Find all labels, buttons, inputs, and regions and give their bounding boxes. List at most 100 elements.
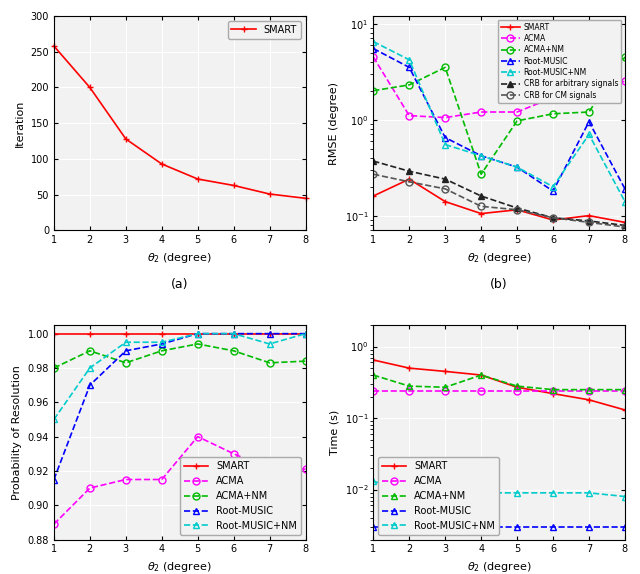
Root-MUSIC bbox=[122, 347, 130, 354]
SMART bbox=[405, 364, 413, 371]
ACMA+NM bbox=[477, 371, 485, 378]
SMART bbox=[50, 42, 58, 49]
X-axis label: $\theta_2$ (degree): $\theta_2$ (degree) bbox=[147, 251, 212, 265]
CRB for arbitrary signals bbox=[369, 158, 377, 165]
Line: ACMA: ACMA bbox=[370, 387, 628, 394]
Root-MUSIC+NM bbox=[86, 364, 93, 371]
Root-MUSIC bbox=[585, 118, 593, 125]
Line: ACMA: ACMA bbox=[370, 53, 628, 121]
SMART bbox=[230, 330, 237, 337]
Line: SMART: SMART bbox=[51, 330, 309, 337]
X-axis label: $\theta_2$ (degree): $\theta_2$ (degree) bbox=[467, 560, 531, 574]
ACMA bbox=[621, 387, 628, 394]
CRB for CM signals bbox=[477, 203, 485, 210]
ACMA+NM bbox=[585, 108, 593, 115]
Line: Root-MUSIC: Root-MUSIC bbox=[370, 523, 628, 530]
Root-MUSIC+NM bbox=[369, 478, 377, 485]
Root-MUSIC+NM bbox=[158, 339, 166, 346]
ACMA bbox=[585, 387, 593, 394]
ACMA bbox=[621, 78, 628, 85]
Root-MUSIC+NM bbox=[585, 490, 593, 497]
Line: SMART: SMART bbox=[51, 42, 309, 202]
SMART bbox=[405, 176, 413, 183]
SMART bbox=[621, 219, 628, 226]
Line: SMART: SMART bbox=[370, 356, 628, 413]
SMART bbox=[86, 330, 93, 337]
SMART bbox=[585, 397, 593, 404]
ACMA bbox=[513, 387, 521, 394]
ACMA bbox=[158, 476, 166, 483]
Root-MUSIC bbox=[442, 134, 449, 141]
Root-MUSIC bbox=[266, 330, 273, 337]
ACMA bbox=[86, 484, 93, 491]
Root-MUSIC bbox=[301, 330, 309, 337]
Root-MUSIC+NM bbox=[621, 198, 628, 205]
SMART bbox=[369, 356, 377, 363]
CRB for arbitrary signals bbox=[405, 168, 413, 174]
ACMA bbox=[122, 476, 130, 483]
Root-MUSIC bbox=[549, 523, 557, 530]
Root-MUSIC bbox=[549, 188, 557, 195]
ACMA bbox=[301, 466, 309, 472]
Y-axis label: Iteration: Iteration bbox=[15, 99, 25, 147]
SMART bbox=[301, 330, 309, 337]
SMART bbox=[122, 330, 130, 337]
Root-MUSIC bbox=[621, 523, 628, 530]
ACMA+NM bbox=[369, 371, 377, 378]
Y-axis label: RMSE (degree): RMSE (degree) bbox=[329, 82, 339, 165]
ACMA+NM bbox=[621, 53, 628, 60]
ACMA+NM bbox=[86, 347, 93, 354]
Root-MUSIC bbox=[621, 185, 628, 192]
SMART bbox=[549, 390, 557, 397]
SMART bbox=[477, 210, 485, 217]
CRB for arbitrary signals bbox=[585, 218, 593, 224]
ACMA bbox=[50, 521, 58, 528]
Root-MUSIC bbox=[50, 476, 58, 483]
CRB for arbitrary signals bbox=[513, 204, 521, 211]
Legend: SMART, ACMA, ACMA+NM, Root-MUSIC, Root-MUSIC+NM: SMART, ACMA, ACMA+NM, Root-MUSIC, Root-M… bbox=[180, 457, 301, 535]
ACMA+NM bbox=[50, 364, 58, 371]
Root-MUSIC bbox=[442, 523, 449, 530]
ACMA+NM bbox=[405, 383, 413, 390]
Root-MUSIC bbox=[585, 523, 593, 530]
ACMA+NM bbox=[442, 384, 449, 391]
ACMA bbox=[230, 451, 237, 457]
Root-MUSIC+NM bbox=[442, 141, 449, 148]
ACMA+NM bbox=[122, 359, 130, 366]
SMART bbox=[442, 368, 449, 375]
Y-axis label: Probability of Resolution: Probability of Resolution bbox=[12, 365, 22, 500]
ACMA bbox=[405, 112, 413, 119]
Legend: SMART, ACMA, ACMA+NM, Root-MUSIC, Root-MUSIC+NM: SMART, ACMA, ACMA+NM, Root-MUSIC, Root-M… bbox=[378, 457, 499, 535]
Root-MUSIC+NM bbox=[549, 183, 557, 190]
SMART bbox=[158, 161, 166, 168]
ACMA+NM bbox=[369, 87, 377, 94]
ACMA bbox=[266, 466, 273, 472]
Line: ACMA: ACMA bbox=[51, 433, 309, 528]
Root-MUSIC+NM bbox=[442, 490, 449, 497]
Line: Root-MUSIC+NM: Root-MUSIC+NM bbox=[370, 478, 628, 500]
CRB for CM signals bbox=[621, 224, 628, 231]
ACMA bbox=[405, 387, 413, 394]
SMART bbox=[158, 330, 166, 337]
Root-MUSIC+NM bbox=[549, 490, 557, 497]
SMART bbox=[442, 198, 449, 205]
SMART bbox=[549, 216, 557, 223]
ACMA+NM bbox=[549, 110, 557, 117]
Root-MUSIC+NM bbox=[405, 486, 413, 493]
Line: Root-MUSIC+NM: Root-MUSIC+NM bbox=[370, 38, 628, 205]
Root-MUSIC+NM bbox=[122, 339, 130, 346]
ACMA bbox=[549, 94, 557, 101]
Y-axis label: Time (s): Time (s) bbox=[329, 410, 339, 455]
Line: Root-MUSIC: Root-MUSIC bbox=[370, 45, 628, 195]
Root-MUSIC bbox=[194, 330, 202, 337]
ACMA+NM bbox=[266, 359, 273, 366]
ACMA+NM bbox=[442, 64, 449, 71]
Root-MUSIC bbox=[230, 330, 237, 337]
CRB for arbitrary signals bbox=[621, 222, 628, 229]
ACMA+NM bbox=[513, 383, 521, 390]
Root-MUSIC+NM bbox=[230, 330, 237, 337]
SMART bbox=[513, 206, 521, 213]
ACMA+NM bbox=[549, 386, 557, 393]
Line: CRB for arbitrary signals: CRB for arbitrary signals bbox=[370, 158, 628, 229]
Line: ACMA+NM: ACMA+NM bbox=[370, 371, 628, 393]
